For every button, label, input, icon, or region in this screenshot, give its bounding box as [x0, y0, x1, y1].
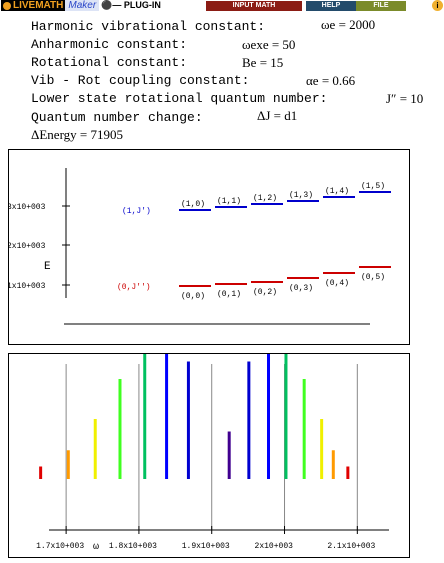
spectrum-ticks: 1.7x10+003 1.8x10+003 1.9x10+003 2x10+003 2.… [36, 526, 376, 551]
lower-level-label: (0,1) [217, 290, 241, 299]
upper-level-label: (1,5) [361, 182, 385, 191]
param-label-harmonic: Harmonic vibrational constant: [31, 19, 266, 34]
param-label-coupling: Vib - Rot coupling constant: [31, 73, 250, 88]
lower-levels: (0,0) (0,1) (0,2) (0,3) (0,4) (0,5) [179, 266, 391, 301]
lower-level-label: (0,0) [181, 292, 205, 301]
lower-state-label: (0,J'') [117, 283, 151, 292]
y-axis-label: E [44, 261, 51, 273]
param-value-delta-j[interactable]: ΔJ = d1 [257, 108, 298, 123]
spectrum-x-tick-label: 1.9x10+003 [182, 542, 230, 551]
lower-level-label: (0,3) [289, 284, 313, 293]
energy-level-diagram: 3x10+003 2x10+003 1x10+003 E (1,J') (0,J… [7, 149, 410, 345]
file-button[interactable]: FILE [356, 1, 406, 11]
help-button[interactable]: HELP [306, 1, 356, 11]
logo-dot-icon [3, 1, 11, 10]
lower-level-label: (0,4) [325, 279, 349, 288]
param-value-anharmonic[interactable]: ωexe = 50 [242, 37, 296, 52]
spectrum-svg: 1.7x10+003 1.8x10+003 1.9x10+003 2x10+003 2.… [36, 354, 389, 553]
energy-readout: ΔEnergy = 71905 [31, 127, 123, 142]
energy-level-svg: 3x10+003 2x10+003 1x10+003 E (1,J') (0,J… [7, 168, 391, 325]
param-label-delta-j: Quantum number change: [31, 110, 203, 125]
y-tick-label: 3x10+003 [9, 203, 46, 212]
spectrum-chart: 1.7x10+003 1.8x10+003 1.9x10+003 2x10+003 2.… [8, 353, 410, 558]
lower-level-label: (0,5) [361, 273, 385, 282]
y-tick-label: 2x10+003 [9, 242, 46, 251]
spectrum-x-tick-label: 2x10+003 [255, 542, 294, 551]
param-label-anharmonic: Anharmonic constant: [31, 37, 188, 52]
logo-plugin-text: PLUG-IN [123, 0, 161, 10]
upper-level-label: (1,0) [181, 200, 205, 209]
spectrum-x-tick-label: 2.1x10+003 [327, 542, 375, 551]
spectrum-gridlines [65, 364, 358, 530]
logo-maker: Maker [65, 0, 100, 11]
param-value-rotational[interactable]: Be = 15 [242, 55, 284, 70]
y-tick-label: 1x10+003 [9, 282, 46, 291]
upper-level-label: (1,3) [289, 191, 313, 200]
param-value-harmonic[interactable]: ωe = 2000 [321, 17, 376, 32]
param-value-lower-j[interactable]: J″ = 10 [386, 91, 424, 106]
upper-level-label: (1,4) [325, 187, 349, 196]
spectrum-x-tick-label: 1.8x10+003 [109, 542, 157, 551]
info-icon[interactable]: i [432, 0, 443, 11]
param-value-coupling[interactable]: αe = 0.66 [306, 73, 356, 88]
spectrum-lines [39, 354, 350, 479]
logo-live: LIVEMATH [1, 0, 66, 11]
param-label-rotational: Rotational constant: [31, 55, 188, 70]
toolbar: LIVEMATH Maker ⚫— PLUG-IN INPUT MATH HEL… [0, 0, 444, 12]
logo-live-text: LIVEMATH [13, 0, 64, 11]
livemath-logo: LIVEMATH Maker ⚫— PLUG-IN [1, 0, 161, 11]
lower-level-label: (0,2) [253, 288, 277, 297]
input-math-button[interactable]: INPUT MATH [206, 1, 302, 11]
spectrum-x-axis-label: ω [93, 542, 99, 553]
param-label-lower-j: Lower state rotational quantum number: [31, 91, 328, 106]
upper-level-label: (1,2) [253, 194, 277, 203]
upper-levels: (1,0) (1,1) (1,2) (1,3) (1,4) (1,5) [179, 182, 391, 211]
spectrum-x-tick-label: 1.7x10+003 [36, 542, 84, 551]
upper-level-label: (1,1) [217, 197, 241, 206]
upper-state-label: (1,J') [122, 207, 151, 216]
logo-plugin: ⚫— PLUG-IN [101, 0, 161, 10]
